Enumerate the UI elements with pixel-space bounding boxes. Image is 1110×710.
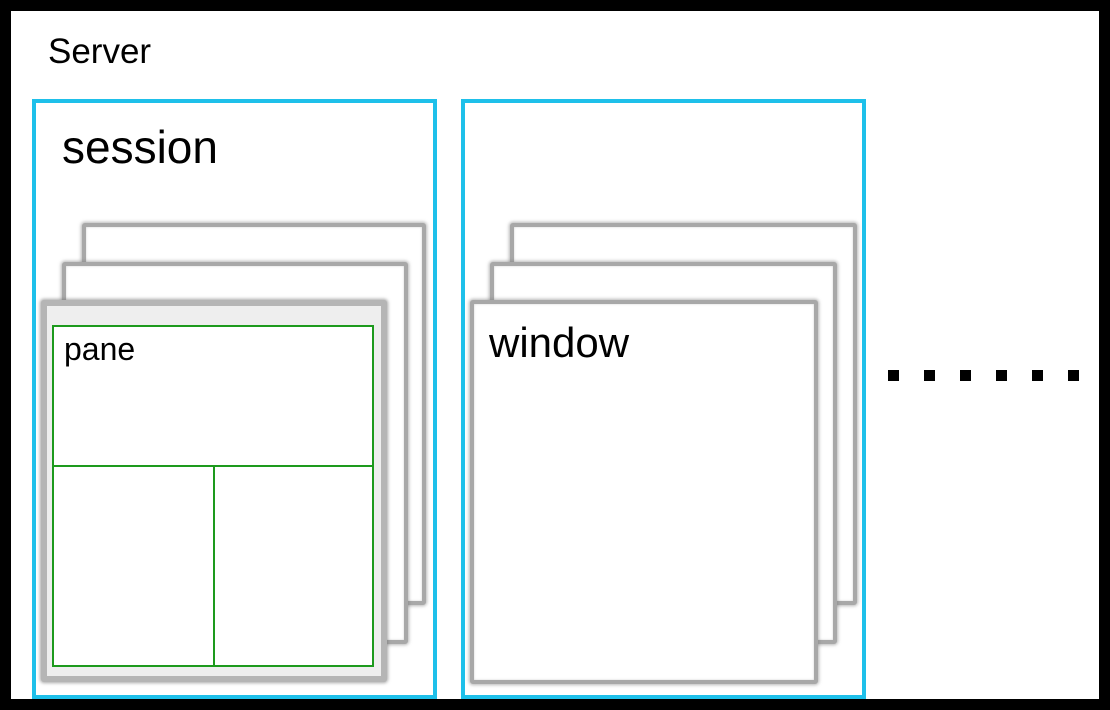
window-card-front-right <box>470 300 818 684</box>
ellipsis-dot <box>996 370 1007 381</box>
pane-bottom-left <box>52 465 215 667</box>
ellipsis-dot <box>960 370 971 381</box>
pane-label: pane <box>64 331 136 367</box>
ellipsis-dot <box>888 370 899 381</box>
session-box <box>32 99 437 699</box>
session-label: session <box>62 121 218 173</box>
window-label: window <box>489 319 630 366</box>
session-box-second <box>461 99 866 699</box>
ellipsis-dot <box>1032 370 1043 381</box>
pane-top <box>52 325 374 467</box>
ellipsis <box>888 370 1088 390</box>
pane-bottom-right <box>213 465 374 667</box>
server-label: Server <box>48 32 152 71</box>
ellipsis-dot <box>924 370 935 381</box>
ellipsis-dot <box>1068 370 1079 381</box>
